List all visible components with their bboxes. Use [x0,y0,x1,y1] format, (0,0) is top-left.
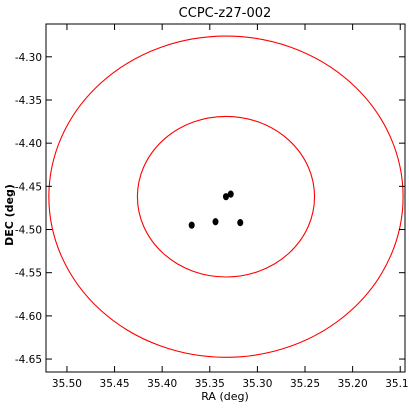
x-tick-label: 35.20 [338,378,368,390]
y-tick-label: -4.65 [15,354,42,366]
x-tick-label: 35.40 [147,378,177,390]
y-tick-label: -4.60 [15,311,42,323]
data-point [237,219,244,227]
y-tick-label: -4.30 [15,52,42,64]
data-point [188,221,195,229]
x-tick-label: 35.15 [385,378,409,390]
y-tick-label: -4.55 [15,268,42,280]
plot-area: 35.50 35.45 35.40 35.35 35.30 35.25 35.20 35.15… [15,23,409,390]
x-tick-label: 35.25 [290,378,320,390]
data-point [227,190,234,198]
y-tick-label: -4.45 [15,181,42,193]
data-point [212,218,219,226]
x-tick-label: 35.45 [100,378,130,390]
plot-frame [45,23,406,373]
selection-circle-inner [136,115,316,278]
x-tick-label: 35.35 [195,378,225,390]
data-point [222,193,229,201]
x-axis-label: RA (deg) [201,390,249,403]
y-tick-label: -4.35 [15,95,42,107]
x-tick-label: 35.50 [52,378,82,390]
y-tick-label: -4.50 [15,225,42,237]
selection-circle-outer [48,35,404,358]
chart-title: CCPC-z27-002 [179,6,272,21]
x-tick-label: 35.30 [242,378,272,390]
y-tick-label: -4.40 [15,138,42,150]
y-axis-label: DEC (deg) [3,184,16,246]
